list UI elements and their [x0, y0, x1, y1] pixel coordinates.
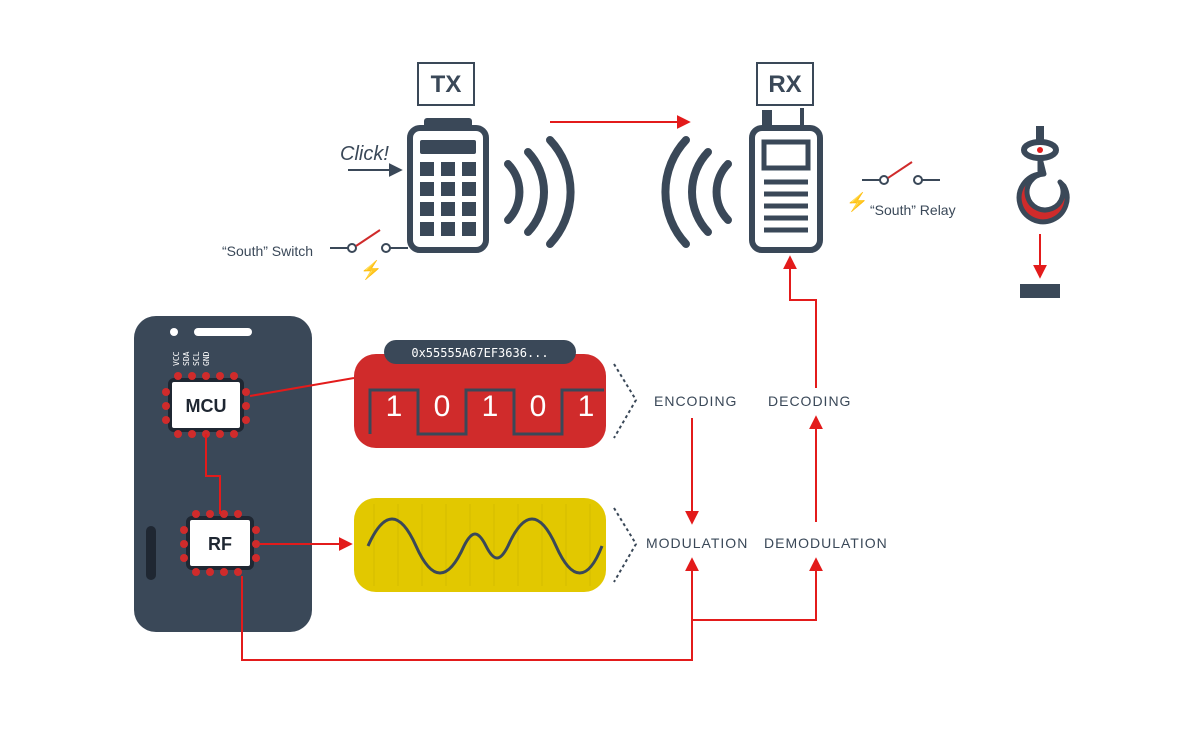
packet-box: 0x55555A67EF3636... 1 0 1 0 1 — [354, 340, 606, 448]
svg-text:GND: GND — [202, 351, 211, 366]
svg-text:1: 1 — [578, 390, 595, 423]
svg-text:SDA: SDA — [182, 351, 191, 366]
pcb-remote: VCC SDA SCL GND MCU RF — [134, 316, 312, 632]
bolt-icon: ⚡ — [846, 191, 868, 213]
svg-text:“South” Relay: “South” Relay — [870, 202, 956, 218]
stage-arrows — [616, 258, 816, 660]
chevron-icon — [614, 364, 636, 582]
walkie-icon — [752, 108, 820, 250]
svg-text:DEMODULATION: DEMODULATION — [764, 535, 888, 551]
south-relay: ⚡ “South” Relay — [846, 162, 956, 218]
svg-text:VCC: VCC — [172, 351, 181, 366]
tx-label-box: TX — [418, 63, 474, 105]
rx-waves-icon — [665, 140, 728, 244]
svg-text:SCL: SCL — [192, 351, 201, 366]
rx-label: RX — [768, 71, 801, 98]
svg-text:MODULATION: MODULATION — [646, 535, 748, 551]
svg-text:0: 0 — [434, 390, 451, 423]
bolt-icon: ⚡ — [360, 259, 382, 281]
rf-chip: RF — [188, 518, 252, 568]
svg-text:1: 1 — [386, 390, 403, 423]
svg-text:ENCODING: ENCODING — [654, 393, 737, 409]
svg-text:0: 0 — [530, 390, 547, 423]
svg-text:DECODING: DECODING — [768, 393, 851, 409]
south-switch: “South” Switch ⚡ — [222, 230, 408, 281]
svg-text:1: 1 — [482, 390, 499, 423]
rx-label-box: RX — [757, 63, 813, 105]
remote-icon — [410, 118, 486, 250]
stage-labels: ENCODING DECODING MODULATION DEMODULATIO… — [646, 393, 888, 551]
svg-text:“South” Switch: “South” Switch — [222, 243, 313, 259]
svg-text:RF: RF — [208, 534, 232, 554]
mcu-chip: MCU — [170, 380, 242, 430]
svg-text:MCU: MCU — [186, 396, 227, 416]
hook-icon — [1019, 126, 1067, 298]
click-label: Click! — [340, 143, 400, 170]
tx-label: TX — [431, 71, 462, 98]
wave-box — [354, 498, 606, 592]
svg-text:Click!: Click! — [340, 143, 389, 165]
tx-waves-icon — [508, 140, 571, 244]
svg-text:0x55555A67EF3636...: 0x55555A67EF3636... — [411, 346, 548, 360]
